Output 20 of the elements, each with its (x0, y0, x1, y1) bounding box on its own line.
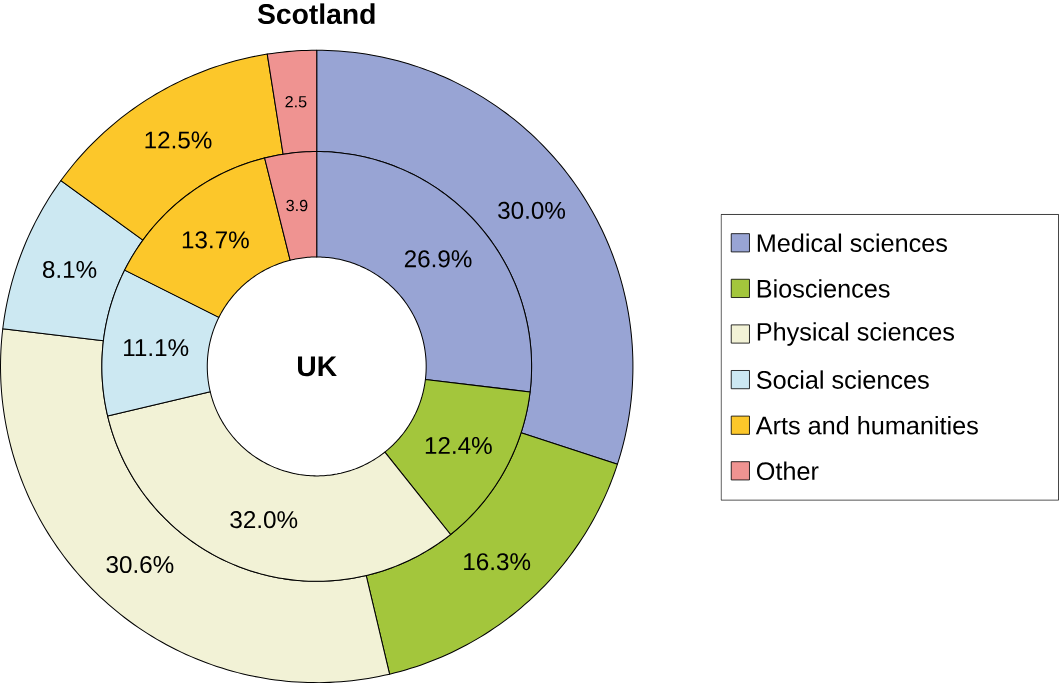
data-label: 30.0% (498, 201, 566, 219)
data-label: 12.5% (145, 131, 212, 149)
legend-label: Social sciences (756, 370, 929, 389)
data-label: 13.7% (182, 231, 249, 249)
data-label: 2.5 (285, 95, 307, 108)
data-label: 11.1% (124, 339, 189, 357)
data-label: 16.3% (464, 553, 531, 571)
legend-label: Biosciences (757, 279, 890, 298)
legend-label: Arts and humanities (755, 415, 978, 435)
legend-label: Physical sciences (757, 322, 955, 346)
data-label: 30.6% (106, 555, 174, 574)
data-label: 32.0% (230, 511, 298, 529)
data-label: 26.9% (404, 250, 472, 268)
data-label: 12.4% (425, 436, 492, 454)
slice-label: UK (298, 356, 337, 377)
legend-label: Medical sciences (757, 233, 947, 252)
data-label: 8.1% (42, 260, 97, 278)
legend-label: Other (756, 461, 819, 481)
data-label: 3.9 (286, 199, 308, 212)
slice-label: Scotland (257, 3, 375, 25)
